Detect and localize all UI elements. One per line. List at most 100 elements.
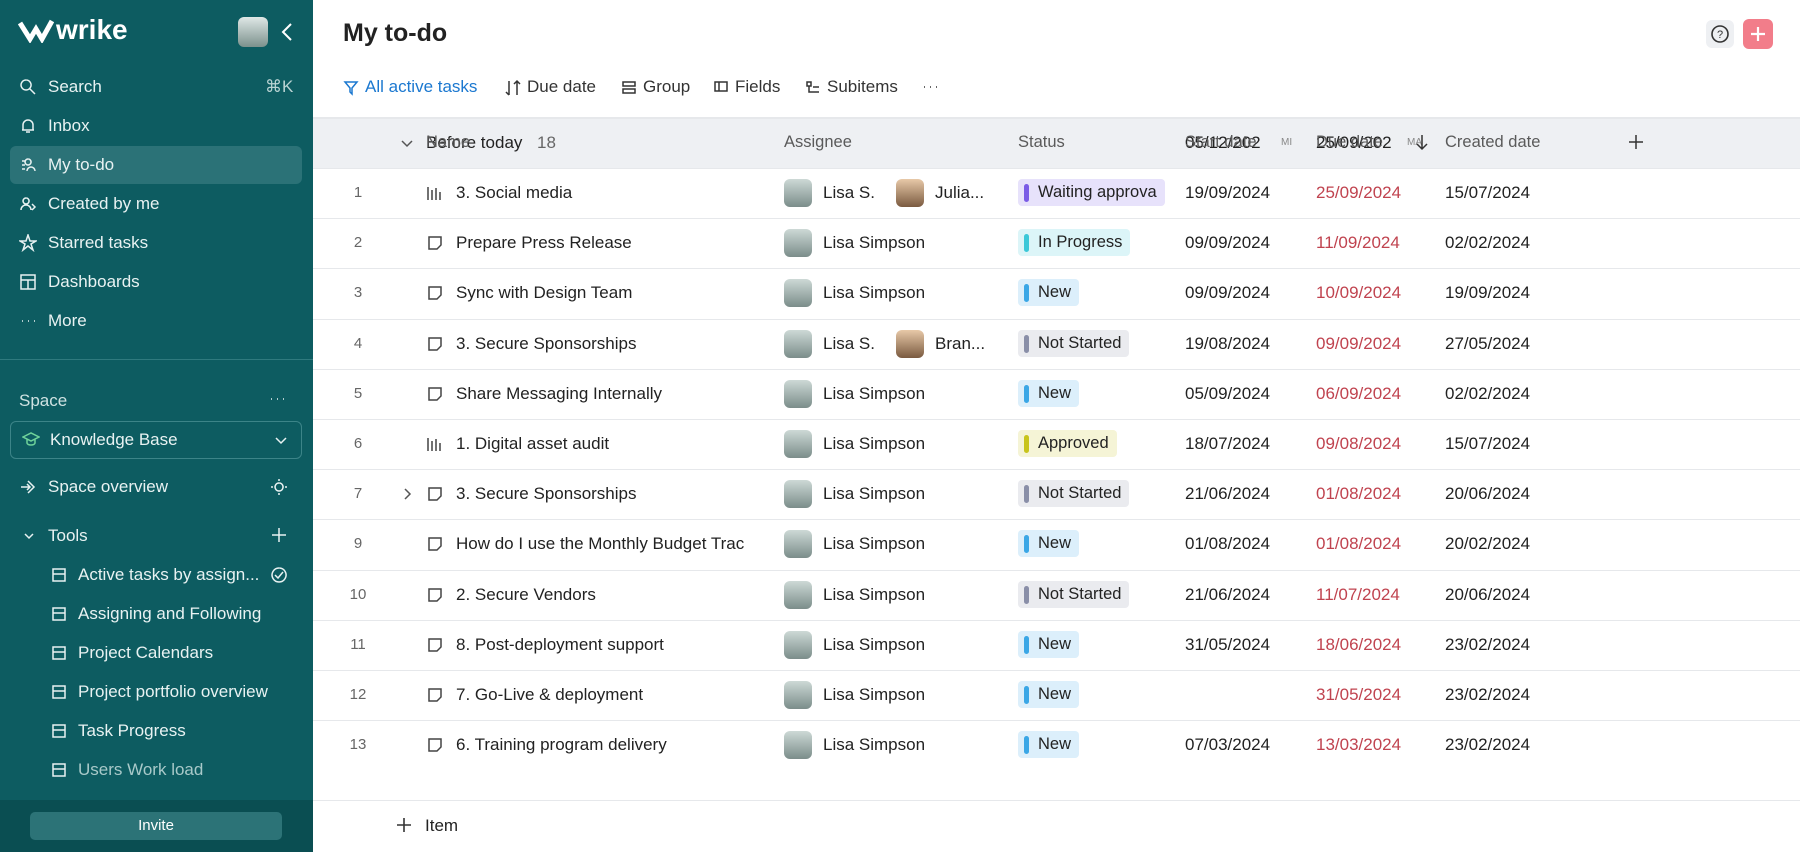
assignee[interactable]: Lisa Simpson [823,283,926,303]
status[interactable]: New [1018,731,1080,759]
nav-item[interactable]: Search [48,77,102,96]
add-button[interactable] [1743,19,1773,49]
task-name[interactable]: 6. Training program delivery [456,735,667,755]
status[interactable]: Approved [1018,430,1117,457]
tool-item[interactable]: Project Calendars [78,643,214,662]
assignee[interactable]: Julia... [935,183,985,202]
more-button[interactable] [921,78,939,101]
toolbar-button[interactable]: All active tasks [365,77,478,96]
task-name[interactable]: 3. Secure Sponsorships [456,333,637,353]
group-chevron[interactable] [398,134,416,157]
assignee[interactable]: Lisa Simpson [823,484,926,504]
toolbar-button[interactable]: Fields [735,77,781,96]
assignee[interactable]: Lisa Simpson [823,383,926,403]
toolbar-button[interactable]: Group [643,77,691,96]
start-date: 21/06/2024 [1185,584,1271,604]
row-number: 3 [353,284,363,302]
task-name[interactable]: How do I use the Monthly Budget Trac [456,534,745,554]
row[interactable] [313,720,1800,770]
nav-item[interactable]: Created by me [48,194,160,213]
row-icon [426,234,444,257]
nav-item[interactable]: Starred tasks [48,233,149,252]
status[interactable]: New [1018,379,1080,407]
add-item[interactable]: Item [425,816,459,835]
user-avatar[interactable] [238,17,268,47]
nav-item[interactable]: Inbox [48,116,90,135]
created-date: 27/05/2024 [1445,333,1531,353]
task-name[interactable]: 3. Secure Sponsorships [456,484,637,504]
assignee[interactable]: Lisa S. [823,183,875,202]
space-name[interactable]: Knowledge Base [50,430,178,449]
column-header[interactable]: Name [426,133,471,151]
column-header[interactable]: Due date [1316,133,1383,151]
row[interactable] [313,569,1800,620]
help-button[interactable]: ? [1706,20,1734,48]
row[interactable] [313,318,1800,369]
status[interactable]: Not Started [1018,580,1130,608]
tool-item[interactable]: Users Work load [78,760,204,779]
row[interactable] [313,519,1800,569]
settings-icon[interactable] [270,478,288,501]
space-menu[interactable] [268,390,286,413]
tool-item[interactable]: Assigning and Following [78,604,262,623]
task-name[interactable]: 1. Digital asset audit [456,434,610,453]
collapse-button[interactable] [280,22,294,42]
column-header[interactable]: Start date [1185,133,1257,151]
assignee[interactable]: Lisa Simpson [823,434,926,453]
tools-chevron[interactable] [20,527,38,550]
toolbar-button[interactable]: Subitems [827,77,898,96]
assignee[interactable]: Lisa Simpson [823,634,926,654]
tool-item[interactable]: Active tasks by assign... [78,565,260,584]
status[interactable]: New [1018,530,1080,558]
status[interactable]: New [1018,630,1080,658]
task-name[interactable]: 7. Go-Live & deployment [456,685,644,704]
sidebar: wrike Search ⌘K Inbox My to-do Created by me… [0,0,313,852]
created-date: 15/07/2024 [1445,434,1531,453]
row[interactable] [313,368,1800,419]
task-name[interactable]: 3. Social media [456,183,573,202]
status[interactable]: Waiting approva [1018,179,1165,206]
assignee[interactable]: Lisa Simpson [823,584,926,604]
assignee[interactable]: Lisa Simpson [823,534,926,554]
assignee[interactable]: Bran... [935,333,986,353]
row[interactable] [313,268,1800,318]
task-name[interactable]: Prepare Press Release [456,233,632,253]
status[interactable]: In Progress [1018,229,1131,257]
status[interactable]: Not Started [1018,329,1130,357]
status[interactable]: Not Started [1018,480,1130,508]
expand[interactable] [398,485,416,508]
assignee[interactable]: Lisa Simpson [823,685,926,704]
chevron [272,431,290,454]
task-name[interactable]: Sync with Design Team [456,283,633,303]
nav-item-selected [10,146,302,184]
invite-button[interactable]: Invite [30,812,282,840]
tool-item[interactable]: Project portfolio overview [78,682,268,701]
column-header[interactable]: Status [1018,133,1065,151]
status[interactable]: New [1018,279,1080,307]
add-column[interactable] [1627,133,1645,156]
row[interactable] [313,619,1800,670]
task-name[interactable]: 2. Secure Vendors [456,584,596,604]
status[interactable]: New [1018,681,1080,708]
row[interactable] [313,469,1800,519]
badge: MA [1407,137,1422,148]
row[interactable] [313,218,1800,268]
row[interactable] [313,419,1800,469]
space-overview[interactable]: Space overview [48,477,169,496]
row[interactable] [313,670,1800,720]
assignee[interactable]: Lisa Simpson [823,233,926,253]
row[interactable] [313,168,1800,218]
column-header[interactable]: Created date [1445,133,1541,151]
nav-item[interactable]: My to-do [48,155,115,174]
toolbar-button[interactable]: Due date [527,77,596,96]
nav-item[interactable]: Dashboards [48,272,140,291]
nav-item[interactable]: More [48,311,87,330]
task-name[interactable]: 8. Post-deployment support [456,634,664,654]
assignee[interactable]: Lisa Simpson [823,735,926,755]
add-tool[interactable] [270,526,288,549]
task-name[interactable]: Share Messaging Internally [456,383,663,403]
column-header[interactable]: Assignee [784,133,852,151]
assignee[interactable]: Lisa S. [823,333,875,353]
space-selector[interactable] [10,421,302,459]
tool-item[interactable]: Task Progress [78,721,186,740]
